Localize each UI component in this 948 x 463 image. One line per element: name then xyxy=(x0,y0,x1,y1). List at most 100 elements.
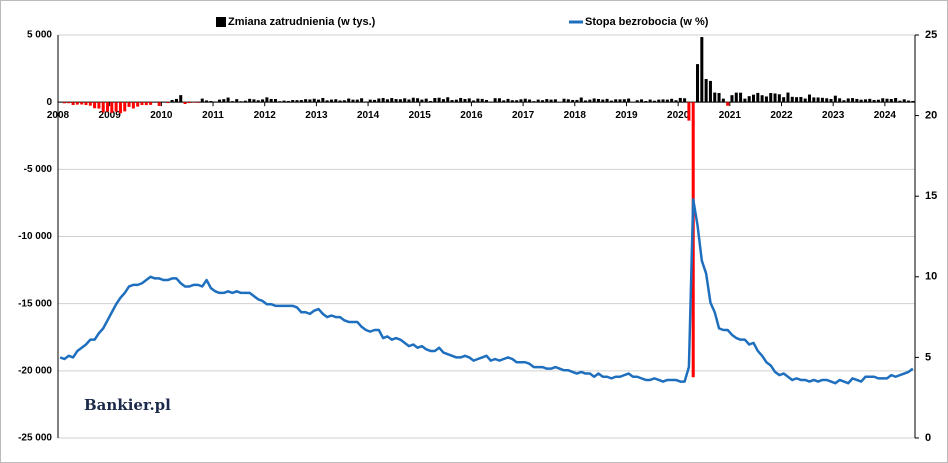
y-tick-label: -15 000 xyxy=(18,298,52,309)
bar xyxy=(110,102,114,113)
y-tick-label: -20 000 xyxy=(18,365,52,376)
bar xyxy=(829,98,833,103)
x-tick-label: 2021 xyxy=(719,110,742,121)
bar xyxy=(601,99,605,103)
bar xyxy=(782,97,786,103)
bar xyxy=(312,98,316,103)
bar xyxy=(803,98,807,103)
bar xyxy=(157,102,161,106)
bar xyxy=(368,99,372,103)
bar xyxy=(360,98,364,103)
bar xyxy=(894,98,898,103)
y2-tick-label: 5 xyxy=(925,351,931,363)
x-tick-label: 2013 xyxy=(305,110,328,121)
bar xyxy=(868,98,872,103)
bar xyxy=(657,99,661,103)
bar xyxy=(588,99,592,103)
bar xyxy=(334,99,338,103)
bar xyxy=(700,37,704,103)
bar xyxy=(355,99,359,103)
bar xyxy=(265,97,269,103)
bar xyxy=(325,100,329,103)
bar xyxy=(515,100,519,103)
bar xyxy=(863,99,867,103)
bar xyxy=(502,100,506,103)
bar xyxy=(519,99,523,103)
bar xyxy=(256,100,260,103)
x-tick-label: 2024 xyxy=(874,110,897,121)
bar xyxy=(751,94,756,103)
bar xyxy=(416,98,420,103)
bar xyxy=(553,99,557,103)
bar xyxy=(230,101,234,103)
bar xyxy=(291,100,295,103)
bar xyxy=(114,102,118,112)
bar xyxy=(80,102,84,105)
bar xyxy=(683,98,687,103)
x-tick-label: 2010 xyxy=(150,110,173,121)
bar xyxy=(118,102,122,114)
bar xyxy=(62,102,66,104)
x-tick-label: 2012 xyxy=(254,110,277,121)
bar xyxy=(786,92,790,103)
bar xyxy=(183,102,187,105)
y-tick-label: 5 000 xyxy=(27,30,52,41)
bar xyxy=(123,102,127,112)
bar xyxy=(269,98,273,103)
bar xyxy=(71,102,75,105)
bar xyxy=(747,96,751,103)
bar xyxy=(842,100,846,103)
bar xyxy=(411,97,415,103)
bar xyxy=(713,92,717,103)
bar xyxy=(174,98,178,103)
bar xyxy=(67,102,71,104)
bar xyxy=(876,99,880,103)
bar xyxy=(170,99,174,103)
bar xyxy=(622,99,626,103)
bar xyxy=(166,102,170,104)
bar xyxy=(187,102,191,104)
bar xyxy=(286,100,290,103)
bar xyxy=(605,98,609,103)
bar xyxy=(248,98,252,103)
bar xyxy=(429,101,433,103)
bar xyxy=(454,99,458,103)
bar xyxy=(88,102,92,106)
bar xyxy=(614,99,618,103)
bar xyxy=(644,101,648,103)
bar xyxy=(540,100,544,103)
bar xyxy=(480,98,484,103)
bar xyxy=(889,98,893,103)
y-tick-label: 0 xyxy=(46,97,52,108)
bar xyxy=(222,99,226,103)
bar xyxy=(807,94,811,103)
bar xyxy=(661,99,665,103)
bar xyxy=(329,99,333,103)
bar xyxy=(795,97,799,103)
bar xyxy=(756,92,760,103)
x-tick-label: 2022 xyxy=(770,110,793,121)
bar xyxy=(217,99,222,103)
y-tick-label: -5 000 xyxy=(24,164,53,175)
bar xyxy=(859,99,863,103)
bar xyxy=(364,101,368,103)
x-tick-label: 2019 xyxy=(615,110,638,121)
bar xyxy=(179,95,183,103)
bar xyxy=(652,100,656,103)
bar xyxy=(790,96,794,103)
bar xyxy=(278,101,282,103)
bar xyxy=(463,98,467,103)
bar xyxy=(911,100,915,103)
bar xyxy=(739,92,743,103)
bar xyxy=(571,99,575,103)
y-tick-label: -10 000 xyxy=(18,231,52,242)
bar xyxy=(760,95,764,103)
bar xyxy=(833,95,837,103)
y2-tick-label: 25 xyxy=(925,29,937,41)
bar xyxy=(704,78,708,103)
bar xyxy=(131,102,135,109)
bar xyxy=(846,98,850,103)
bar xyxy=(93,102,97,109)
bar xyxy=(510,100,514,103)
